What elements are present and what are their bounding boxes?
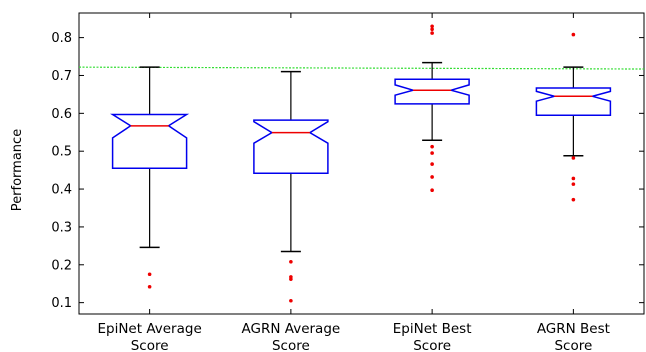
outlier-point bbox=[430, 144, 434, 149]
box-body bbox=[109, 113, 190, 169]
box-group bbox=[253, 70, 329, 303]
y-tick-label: 0.6 bbox=[51, 107, 72, 122]
y-axis-title: Performance bbox=[10, 129, 25, 211]
y-tick-label: 0.2 bbox=[51, 258, 72, 273]
outlier-point bbox=[430, 151, 434, 155]
y-tick-label: 0.5 bbox=[51, 145, 72, 160]
y-tick-label: 0.1 bbox=[51, 296, 72, 311]
y-tick-label: 0.4 bbox=[51, 183, 72, 198]
x-category-label: Score bbox=[554, 338, 592, 352]
y-tick-label: 0.7 bbox=[51, 69, 72, 84]
reference-line bbox=[78, 66, 645, 70]
plot-area-frame bbox=[78, 12, 645, 315]
outlier-point bbox=[571, 197, 576, 202]
x-category-label: AGRN Average bbox=[242, 321, 341, 337]
box-body bbox=[253, 119, 329, 174]
x-category-label: EpiNet Best bbox=[393, 321, 472, 337]
outlier-point bbox=[147, 284, 152, 289]
box-group bbox=[394, 24, 470, 192]
x-category-label: Score bbox=[272, 338, 310, 352]
outlier-point bbox=[430, 31, 434, 35]
y-tick-label: 0.3 bbox=[51, 220, 72, 235]
outlier-point bbox=[430, 188, 434, 192]
outlier-point bbox=[571, 176, 576, 181]
reference-line-group bbox=[78, 66, 645, 70]
outlier-point bbox=[571, 182, 576, 186]
outlier-point bbox=[430, 27, 434, 32]
y-tick-label: 0.8 bbox=[51, 31, 72, 46]
outlier-point bbox=[430, 24, 434, 29]
x-category-label: Score bbox=[413, 338, 451, 352]
outlier-point bbox=[430, 162, 434, 166]
box-body bbox=[394, 78, 470, 105]
x-category-label: EpiNet Average bbox=[97, 321, 201, 337]
x-category-label: Score bbox=[131, 338, 169, 352]
outlier-point bbox=[289, 298, 293, 303]
x-category-label: AGRN Best bbox=[537, 321, 610, 337]
y-axis-ticks: 0.1 0.2 0.3 0.4 0.5 0.6 0.7 0.8 bbox=[51, 31, 644, 311]
outlier-point bbox=[147, 272, 152, 277]
outlier-point bbox=[289, 259, 293, 264]
outlier-point bbox=[289, 277, 293, 281]
outlier-point bbox=[430, 175, 434, 179]
boxplot-series bbox=[109, 24, 612, 303]
box-group bbox=[535, 32, 612, 202]
outlier-point bbox=[571, 156, 576, 160]
box-body bbox=[535, 87, 612, 116]
outlier-point bbox=[571, 32, 576, 37]
box-group bbox=[109, 66, 190, 289]
